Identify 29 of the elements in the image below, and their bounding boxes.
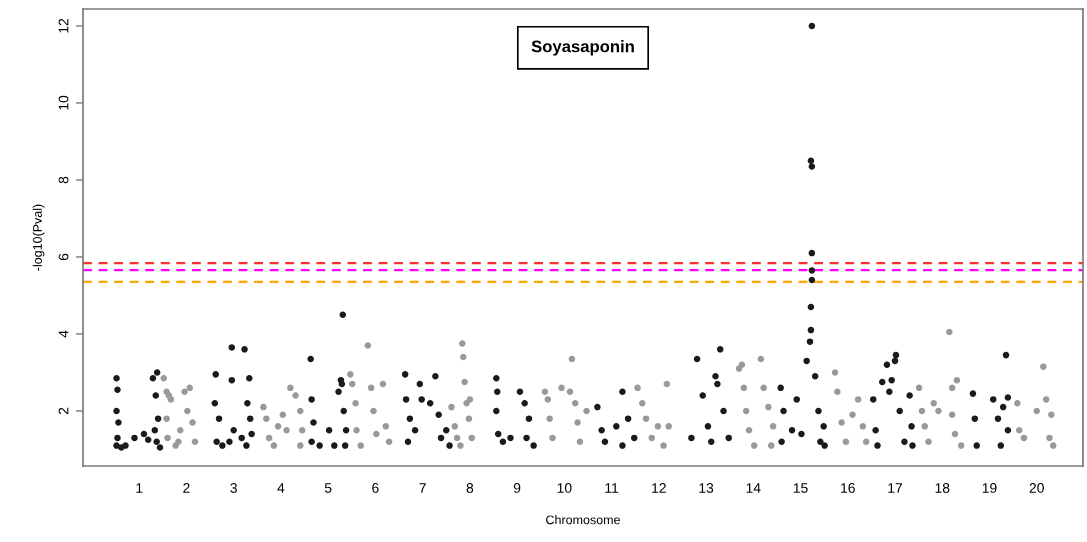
x-tick-label: 14 — [746, 483, 761, 493]
y-tick-label: 2 — [58, 407, 69, 415]
y-tick-label: 8 — [58, 176, 69, 184]
x-tick-label: 12 — [652, 483, 666, 493]
x-tick-label: 9 — [513, 483, 521, 493]
x-tick-label: 4 — [277, 483, 285, 493]
y-tick-label: 12 — [58, 18, 69, 33]
y-axis-title: -log10(Pval) — [32, 204, 45, 271]
x-tick-label: 10 — [557, 483, 572, 493]
x-tick-label: 20 — [1029, 483, 1044, 493]
x-tick-label: 1 — [136, 483, 143, 493]
x-tick-label: 5 — [324, 483, 332, 493]
y-tick-label: 4 — [58, 330, 69, 338]
y-tick-label: 6 — [58, 253, 69, 261]
text: Soyasaponin — [531, 40, 634, 56]
x-tick-label: 7 — [419, 483, 426, 493]
x-tick-label: 19 — [982, 483, 997, 493]
x-tick-label: 18 — [935, 483, 950, 493]
x-tick-label: 3 — [230, 483, 237, 493]
x-tick-label: 16 — [841, 483, 855, 493]
x-tick-label: 2 — [183, 483, 190, 493]
x-tick-label: 11 — [605, 483, 619, 493]
x-tick-label: 8 — [466, 483, 474, 493]
x-tick-label: 15 — [793, 483, 808, 493]
x-tick-label: 13 — [699, 483, 714, 493]
y-tick-label: 10 — [58, 95, 69, 110]
x-axis-title: Chromosome — [546, 515, 620, 525]
x-tick-label: 17 — [888, 483, 903, 493]
x-tick-label: 6 — [372, 483, 379, 493]
